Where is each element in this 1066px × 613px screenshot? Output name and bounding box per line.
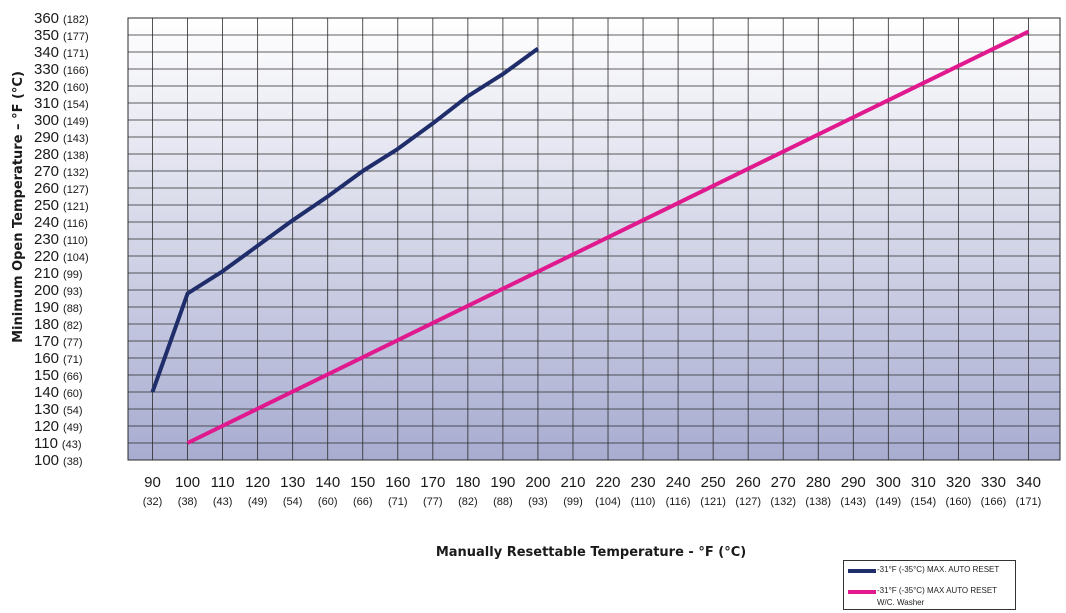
x-tick-label: 320 [946, 474, 971, 491]
x-tick-label-celsius: (116) [666, 496, 691, 508]
x-tick-label: 280 [806, 474, 831, 491]
x-tick-label-celsius: (99) [563, 496, 583, 508]
x-tick-label-celsius: (160) [946, 496, 972, 508]
x-tick-label-celsius: (60) [318, 496, 338, 508]
x-tick-label-celsius: (166) [981, 496, 1007, 508]
y-tick-label: 210 (99) [34, 265, 83, 282]
y-tick-label: 230 (110) [34, 231, 88, 248]
grid [127, 17, 1061, 461]
y-tick-label: 170 (77) [34, 333, 83, 350]
x-tick-label-celsius: (154) [911, 496, 937, 508]
x-tick-label: 300 [876, 474, 901, 491]
y-tick-label: 350 (177) [34, 27, 89, 44]
x-tick-label-celsius: (54) [283, 496, 303, 508]
x-axis-ticks: 90 (32) 100 (38) 110 (43) 120 (49) 130 (54) 140 (60… [143, 474, 1042, 508]
legend-item-series-2: -31°F (-35°C) MAX AUTO RESET W/C. Washer [848, 586, 1007, 609]
x-tick-label-celsius: (77) [423, 496, 443, 508]
x-tick-label-celsius: (93) [528, 496, 548, 508]
legend-swatch-series-1 [848, 569, 876, 573]
y-tick-label: 290 (143) [34, 129, 89, 146]
y-tick-label: 130 (54) [34, 401, 83, 418]
y-tick-label: 330 (166) [34, 61, 89, 78]
legend: -31°F (-35°C) MAX. AUTO RESET -31°F (-35… [843, 560, 1016, 610]
x-tick-label: 130 [280, 474, 305, 491]
x-tick-label: 100 [175, 474, 200, 491]
x-axis-title: Manually Resettable Temperature - °F (°C… [436, 545, 746, 560]
x-tick-label-celsius: (32) [143, 496, 163, 508]
x-tick-label: 190 [490, 474, 515, 491]
x-tick-label-celsius: (71) [388, 496, 408, 508]
y-tick-label: 220 (104) [34, 248, 89, 265]
y-tick-label: 100 (38) [34, 452, 83, 469]
y-tick-label: 200 (93) [34, 282, 83, 299]
x-tick-label-celsius: (88) [493, 496, 513, 508]
x-tick-label-celsius: (138) [805, 496, 831, 508]
x-tick-label: 210 [560, 474, 585, 491]
x-tick-label-celsius: (82) [458, 496, 478, 508]
x-tick-label-celsius: (127) [735, 496, 761, 508]
x-tick-label: 140 [315, 474, 340, 491]
x-tick-label: 120 [245, 474, 270, 491]
legend-label-series-1: -31°F (-35°C) MAX. AUTO RESET [877, 565, 1000, 574]
y-tick-label: 320 (160) [34, 78, 89, 95]
y-tick-label: 340 (171) [34, 44, 89, 61]
y-tick-label: 360 (182) [34, 10, 89, 27]
x-tick-label: 160 [385, 474, 410, 491]
x-tick-label-celsius: (38) [178, 496, 198, 508]
x-tick-label-celsius: (104) [595, 496, 621, 508]
y-tick-label: 190 (88) [34, 299, 83, 316]
x-tick-label: 310 [911, 474, 936, 491]
y-tick-label: 160 (71) [34, 350, 83, 367]
x-tick-label-celsius: (49) [248, 496, 268, 508]
x-tick-label-celsius: (171) [1016, 496, 1042, 508]
y-tick-label: 150 (66) [34, 367, 83, 384]
x-tick-label: 170 [420, 474, 445, 491]
y-tick-label: 250 (121) [34, 197, 89, 214]
legend-item-series-1: -31°F (-35°C) MAX. AUTO RESET [848, 565, 1007, 576]
y-tick-label: 120 (49) [34, 418, 83, 435]
y-tick-label: 270 (132) [34, 163, 89, 180]
x-tick-label: 230 [631, 474, 656, 491]
y-axis-title: Minimum Open Temperature – °F (°C) [11, 71, 26, 343]
x-tick-label: 270 [771, 474, 796, 491]
y-tick-label: 110 (43) [34, 435, 81, 452]
legend-swatch-series-2 [848, 590, 876, 594]
x-tick-label: 220 [595, 474, 620, 491]
series-line-1 [150, 46, 540, 393]
x-tick-label-celsius: (110) [631, 496, 656, 508]
x-tick-label-celsius: (121) [700, 496, 726, 508]
x-tick-label-celsius: (143) [840, 496, 866, 508]
y-tick-label: 310 (154) [34, 95, 89, 112]
x-tick-label: 340 [1016, 474, 1041, 491]
y-tick-label: 300 (149) [34, 112, 89, 129]
x-tick-label: 250 [701, 474, 726, 491]
x-tick-label: 330 [981, 474, 1006, 491]
y-tick-label: 260 (127) [34, 180, 89, 197]
x-tick-label: 90 [144, 474, 161, 491]
series-line-2 [186, 29, 1030, 445]
y-tick-label: 180 (82) [34, 316, 83, 333]
series-lines [150, 29, 1030, 445]
x-tick-label-celsius: (66) [353, 496, 373, 508]
x-tick-label-celsius: (149) [875, 496, 901, 508]
y-tick-label: 240 (116) [34, 214, 88, 231]
y-axis-ticks: 100 (38)110 (43)120 (49)130 (54)140 (60)150 (6… [34, 10, 89, 469]
x-tick-label: 150 [350, 474, 375, 491]
y-tick-label: 280 (138) [34, 146, 89, 163]
x-tick-label: 260 [736, 474, 761, 491]
x-tick-label: 290 [841, 474, 866, 491]
x-tick-label: 110 [211, 474, 235, 491]
y-tick-label: 140 (60) [34, 384, 83, 401]
x-tick-label: 180 [455, 474, 480, 491]
x-tick-label-celsius: (132) [770, 496, 796, 508]
x-tick-label: 240 [666, 474, 691, 491]
legend-label-series-2: -31°F (-35°C) MAX AUTO RESET W/C. Washer [877, 586, 997, 607]
x-tick-label: 200 [525, 474, 550, 491]
plot-border [127, 17, 1061, 461]
x-tick-label-celsius: (43) [213, 496, 233, 508]
